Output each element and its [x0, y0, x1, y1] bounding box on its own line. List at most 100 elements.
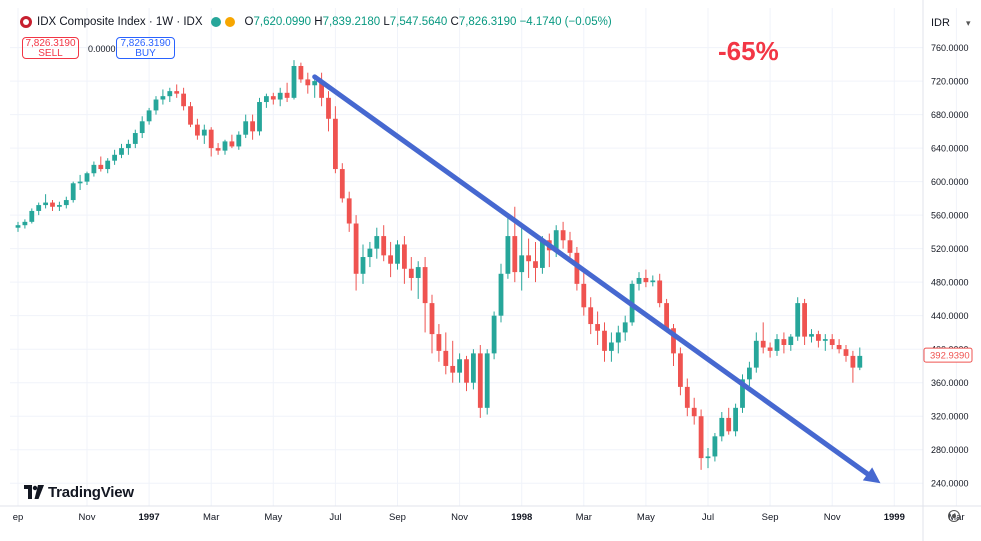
open-label: O — [244, 16, 254, 28]
candle-body — [436, 334, 442, 351]
candle-body — [139, 121, 145, 134]
high-value: 7,839.2180 — [322, 16, 381, 28]
currency-selector[interactable]: IDR — [931, 17, 950, 29]
candle-body — [595, 324, 600, 331]
price-tick-label: 520.0000 — [931, 244, 969, 254]
candle-body — [70, 183, 76, 201]
chevron-down-icon[interactable]: ▾ — [966, 18, 971, 28]
price-tick-label: 240.0000 — [931, 479, 969, 489]
candle-body — [698, 416, 704, 459]
spread-value: 0.0000 — [88, 44, 116, 54]
time-tick-label: Jul — [702, 512, 714, 523]
candle-body — [850, 355, 856, 368]
candle-body — [126, 143, 131, 149]
trend-arrow-line — [312, 74, 871, 477]
gear-icon[interactable] — [948, 510, 960, 522]
candle-body — [50, 202, 55, 207]
candle-body — [360, 257, 366, 274]
candle-body — [678, 353, 683, 387]
candle-body — [843, 349, 849, 356]
candle-body — [367, 248, 373, 258]
candle-body — [98, 164, 104, 170]
candle-body — [250, 121, 255, 132]
tradingview-logo-icon — [24, 485, 44, 499]
candle-body — [533, 261, 538, 268]
candle-body — [684, 386, 690, 408]
time-tick-label: 1999 — [884, 512, 905, 523]
candle-body — [57, 205, 62, 207]
candle-body — [174, 91, 180, 94]
candle-body — [498, 273, 504, 316]
candle-body — [188, 106, 193, 125]
candle-body — [857, 355, 863, 368]
candle-body — [491, 315, 497, 354]
candle-body — [609, 342, 614, 351]
time-axis[interactable]: ep Nov 1997 Mar May Jul Sep Nov 1998 Mar May Jul Sep… — [13, 512, 965, 523]
candle-body — [22, 221, 28, 226]
candle-body — [326, 97, 331, 119]
candle-body — [774, 339, 780, 351]
candle-body — [63, 200, 69, 206]
time-tick-label: Mar — [203, 512, 219, 523]
candle-body — [767, 347, 773, 351]
candle-body — [471, 353, 476, 383]
candle-body — [381, 236, 387, 256]
candle-body — [284, 92, 290, 98]
high-label: H — [314, 16, 323, 28]
sell-button[interactable]: 7,826.3190 SELL — [22, 37, 79, 59]
candle-body — [43, 202, 48, 206]
candle-body — [809, 334, 814, 337]
candle-body — [229, 141, 235, 147]
sell-price: 7,826.3190 — [25, 38, 76, 49]
candle-body — [526, 255, 531, 262]
buy-label: BUY — [135, 48, 156, 59]
candle-body — [29, 210, 35, 222]
candle-body — [339, 169, 345, 199]
candle-body — [650, 280, 656, 283]
candle-body — [602, 330, 607, 351]
open-value: 7,620.0990 — [253, 16, 312, 28]
candle-body — [333, 118, 338, 170]
candle-body — [553, 230, 559, 251]
decline-annotation: -65% — [718, 36, 779, 66]
price-tick-label: 600.0000 — [931, 177, 969, 187]
candle-body — [505, 236, 511, 274]
candle-body — [664, 303, 669, 329]
candle-body — [422, 267, 428, 304]
candle-body — [270, 96, 276, 100]
candle-body — [671, 328, 676, 354]
candle-body — [540, 240, 545, 268]
symbol-title[interactable]: IDX Composite Index · 1W · IDX — [37, 16, 203, 28]
candle-body — [691, 407, 697, 417]
candle-body — [719, 417, 725, 437]
buy-button[interactable]: 7,826.3190 BUY — [116, 37, 175, 59]
last-price-label: 392.9390 — [930, 351, 970, 362]
candle-body — [353, 223, 359, 274]
candle-body — [146, 110, 152, 122]
candle-body — [477, 353, 483, 408]
candle-body — [636, 277, 642, 284]
candle-body — [305, 79, 311, 86]
price-tick-label: 640.0000 — [931, 144, 969, 154]
candle-body — [132, 133, 138, 144]
chart-grid — [10, 8, 957, 506]
candle-body — [201, 129, 207, 136]
candle-body — [615, 332, 621, 343]
candle-body — [443, 350, 449, 366]
low-label: L — [383, 16, 390, 28]
candle-body — [153, 99, 159, 111]
price-tick-label: 360.0000 — [931, 378, 969, 388]
sell-label: SELL — [38, 48, 63, 59]
candle-body — [236, 134, 242, 147]
candle-body — [374, 236, 380, 249]
candle-body — [705, 456, 711, 459]
candle-body — [388, 255, 393, 264]
candle-body — [588, 307, 594, 325]
candle-body — [84, 173, 90, 182]
candle-body — [395, 244, 400, 264]
candle-body — [560, 230, 566, 241]
delay-dot-icon — [224, 17, 235, 27]
price-tick-label: 280.0000 — [931, 445, 969, 455]
